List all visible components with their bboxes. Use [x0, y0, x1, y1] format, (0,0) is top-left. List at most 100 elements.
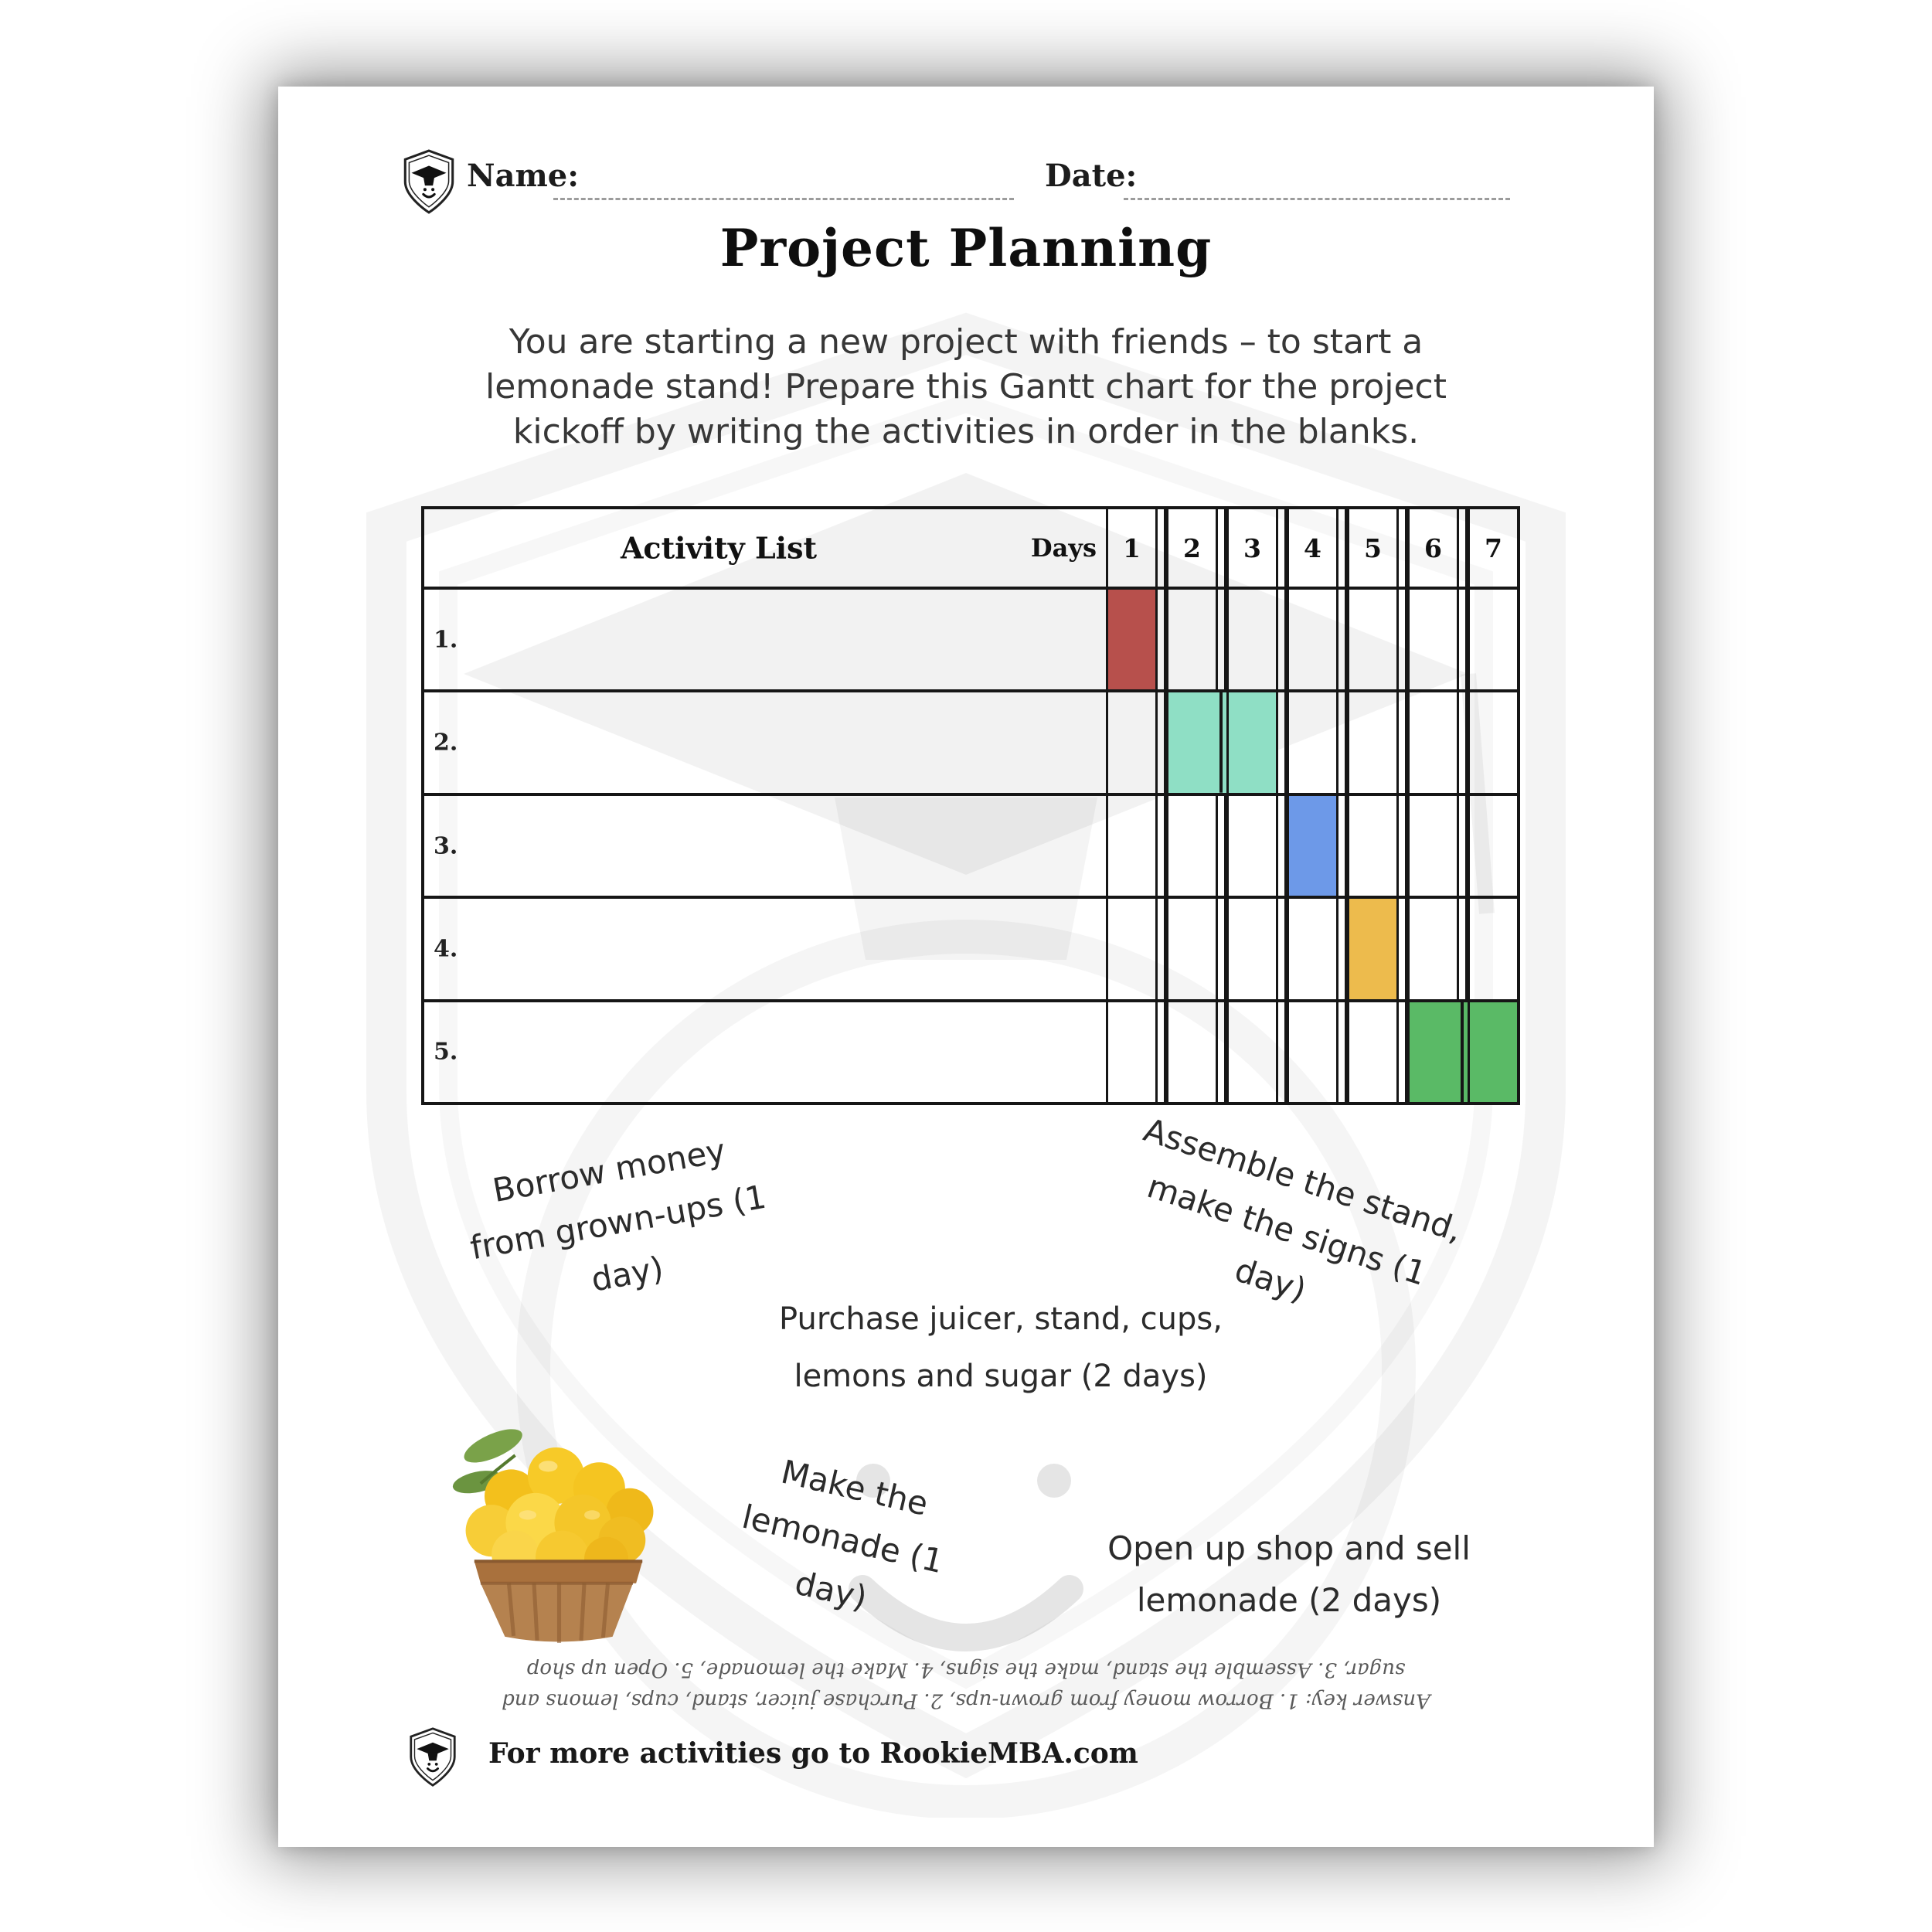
day-cell	[1287, 692, 1336, 793]
instructions-line-1: You are starting a new project with frie…	[509, 322, 1423, 362]
gantt-row: 1.	[424, 587, 1517, 690]
day-cell	[1226, 899, 1276, 999]
day-cell	[1226, 590, 1276, 690]
rookiemba-logo-icon	[403, 149, 454, 214]
day-cell	[1106, 1002, 1155, 1103]
day-spacer	[1216, 795, 1226, 896]
lemon-basket-image	[452, 1429, 654, 1643]
day-cell	[1287, 795, 1336, 896]
note-make-lemonade: Make the lemonade (1 day)	[738, 1452, 947, 1617]
day-cell	[1407, 1002, 1457, 1103]
row-number: 3.	[434, 832, 458, 860]
gantt-row: 5.	[424, 998, 1517, 1103]
day-header-spacer	[1396, 509, 1407, 587]
day-spacer	[1396, 590, 1407, 690]
day-spacer	[1276, 899, 1287, 999]
row-number: 1.	[434, 626, 458, 654]
date-blank-line	[1124, 167, 1510, 200]
day-header-spacer	[1336, 509, 1347, 587]
page-title: Project Planning	[719, 218, 1213, 278]
day-header-spacer	[1276, 509, 1287, 587]
day-cell	[1166, 899, 1216, 999]
day-spacer	[1396, 795, 1407, 896]
day-cell	[1166, 590, 1216, 690]
day-spacer	[1276, 795, 1287, 896]
days-header: Days	[1030, 533, 1097, 563]
note-purchase-supplies: Purchase juicer, stand, cups, lemons and…	[779, 1301, 1223, 1394]
instructions-line-3: kickoff by writing the activities in ord…	[512, 412, 1420, 451]
day-header-5: 5	[1347, 509, 1396, 587]
footer-text: For more activities go to RookieMBA.com	[488, 1737, 1138, 1770]
day-cell	[1226, 1002, 1276, 1103]
row-number: 2.	[434, 729, 458, 757]
activity-blank-cell: 3.	[424, 796, 1106, 896]
day-spacer	[1216, 692, 1226, 793]
row-number: 5.	[434, 1038, 458, 1066]
day-spacer	[1336, 795, 1347, 896]
day-cell	[1468, 1002, 1517, 1103]
activity-blank-cell: 1.	[424, 590, 1106, 689]
note-borrow-money: Borrow money from grown-ups (1 day)	[467, 1131, 769, 1299]
day-cell	[1106, 692, 1155, 793]
day-spacer	[1457, 692, 1468, 793]
worksheet-page: Name: Date: Project Planning You are sta…	[278, 87, 1654, 1847]
day-cell	[1468, 899, 1517, 999]
day-cell	[1468, 692, 1517, 793]
day-cell	[1226, 795, 1276, 896]
day-cell	[1347, 899, 1396, 999]
day-spacer	[1216, 899, 1226, 999]
gantt-header-left-cell: Activity List Days	[424, 509, 1106, 587]
day-header-1: 1	[1106, 509, 1155, 587]
name-label: Name:	[467, 158, 580, 194]
name-blank-line	[553, 167, 1014, 200]
day-header-3: 3	[1226, 509, 1276, 587]
answer-key-text: Answer key: 1. Borrow money from grown-u…	[502, 1658, 1430, 1713]
activity-blank-cell: 4.	[424, 899, 1106, 998]
day-cell	[1407, 590, 1457, 690]
day-cell	[1166, 692, 1216, 793]
gantt-row: 3.	[424, 792, 1517, 896]
day-cell	[1347, 590, 1396, 690]
day-spacer	[1457, 795, 1468, 896]
day-header-4: 4	[1287, 509, 1336, 587]
day-cell	[1106, 899, 1155, 999]
day-spacer	[1155, 899, 1166, 999]
day-cell	[1106, 795, 1155, 896]
activity-list-header: Activity List	[620, 530, 818, 566]
day-spacer	[1396, 899, 1407, 999]
day-cell	[1347, 692, 1396, 793]
day-header-6: 6	[1407, 509, 1457, 587]
day-spacer	[1457, 899, 1468, 999]
day-cell	[1226, 692, 1276, 793]
note-open-shop: Open up shop and sell lemonade (2 days)	[1107, 1529, 1471, 1620]
day-spacer	[1336, 692, 1347, 793]
day-spacer	[1336, 590, 1347, 690]
day-header-2: 2	[1166, 509, 1216, 587]
day-header-spacer	[1155, 509, 1166, 587]
day-spacer	[1336, 1002, 1347, 1103]
day-cell	[1166, 795, 1216, 896]
row-number: 4.	[434, 935, 458, 963]
instructions-text: You are starting a new project with frie…	[348, 320, 1584, 454]
activity-blank-cell: 2.	[424, 692, 1106, 792]
gantt-row: 2.	[424, 689, 1517, 793]
day-spacer	[1216, 590, 1226, 690]
day-header-7: 7	[1468, 509, 1517, 587]
day-spacer	[1155, 590, 1166, 690]
day-cell	[1166, 1002, 1216, 1103]
day-spacer	[1276, 590, 1287, 690]
instructions-line-2: lemonade stand! Prepare this Gantt chart…	[485, 367, 1447, 406]
day-spacer	[1457, 590, 1468, 690]
day-cell	[1407, 795, 1457, 896]
day-cell	[1287, 590, 1336, 690]
activity-blank-cell: 5.	[424, 1002, 1106, 1102]
day-cell	[1468, 795, 1517, 896]
day-spacer	[1276, 1002, 1287, 1103]
day-cell	[1407, 692, 1457, 793]
day-spacer	[1155, 1002, 1166, 1103]
day-spacer	[1336, 899, 1347, 999]
day-cell	[1287, 899, 1336, 999]
day-spacer	[1155, 692, 1166, 793]
